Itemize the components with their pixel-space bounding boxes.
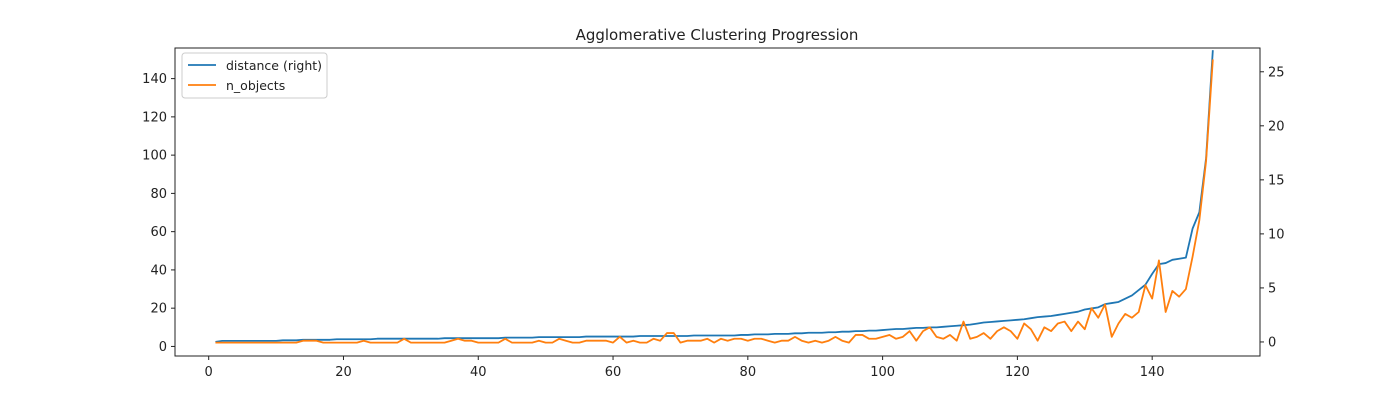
x-tick-label: 120 — [1005, 365, 1030, 380]
y-left-tick-label: 40 — [150, 263, 167, 278]
series-line-n-objects — [215, 59, 1214, 344]
y-right-tick-label: 5 — [1268, 281, 1276, 296]
y-right-tick-label: 15 — [1268, 173, 1285, 188]
x-tick-label: 60 — [605, 365, 622, 380]
y-left-tick-label: 100 — [142, 149, 167, 164]
x-tick-label: 40 — [470, 365, 487, 380]
y-left-tick-label: 20 — [150, 302, 167, 317]
x-tick-label: 20 — [335, 365, 352, 380]
y-left-tick-label: 140 — [142, 72, 167, 87]
legend-frame — [181, 52, 328, 99]
y-right-tick-label: 25 — [1268, 65, 1285, 80]
y-right-tick-label: 0 — [1268, 335, 1276, 350]
chart-title: Agglomerative Clustering Progression — [576, 26, 859, 44]
plot-frame — [174, 47, 1261, 357]
x-tick-label: 80 — [740, 365, 757, 380]
y-left-tick-label: 0 — [159, 340, 167, 355]
axes-layer: 0 20 40 60 80 100 120 140 0 20 40 60 80 100 120 140 0 5 10… — [142, 47, 1285, 380]
series-layer — [215, 50, 1214, 344]
y-left-tick-label: 120 — [142, 110, 167, 125]
legend-label-n-objects: n_objects — [226, 78, 285, 93]
series-line-distance-right — [215, 50, 1214, 343]
x-tick-label: 140 — [1140, 365, 1165, 380]
x-tick-label: 0 — [205, 365, 213, 380]
legend: distance (right) n_objects — [181, 52, 328, 99]
y-left-tick-label: 60 — [150, 225, 167, 240]
y-right-tick-label: 20 — [1268, 119, 1285, 134]
legend-label-distance: distance (right) — [226, 58, 322, 73]
y-left-tick-label: 80 — [150, 187, 167, 202]
y-right-tick-label: 10 — [1268, 227, 1285, 242]
x-tick-label: 100 — [870, 365, 895, 380]
